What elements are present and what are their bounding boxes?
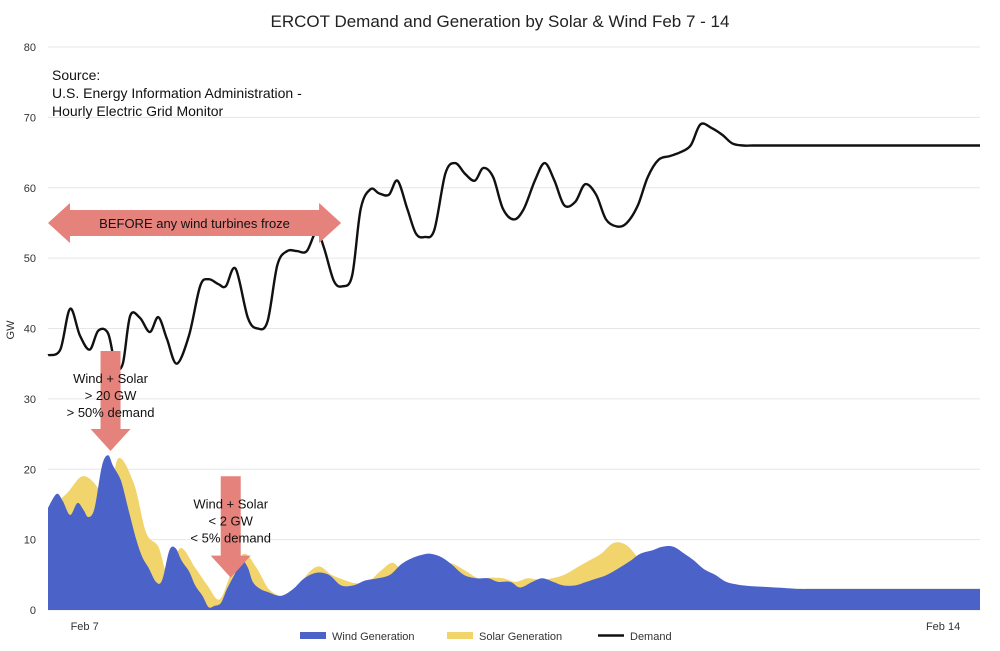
annotation-text-line: > 20 GW: [85, 388, 137, 403]
annotation-text-line: Wind + Solar: [73, 371, 148, 386]
y-axis-label: GW: [5, 320, 17, 340]
source-note: Source: U.S. Energy Information Administ…: [52, 67, 302, 119]
area-series: [48, 455, 980, 610]
y-tick-label: 50: [24, 253, 36, 265]
y-tick-label: 30: [24, 394, 36, 406]
legend-label: Wind Generation: [332, 631, 415, 643]
down-arrow: [90, 351, 131, 451]
y-tick-label: 20: [24, 464, 36, 476]
annotation-text-line: < 5% demand: [190, 530, 271, 545]
y-tick-label: 70: [24, 112, 36, 124]
y-tick-label: 0: [30, 605, 36, 617]
y-tick-label: 80: [24, 42, 36, 54]
source-line-1: Source:: [52, 67, 100, 83]
y-tick-label: 60: [24, 183, 36, 195]
legend: Wind Generation Solar Generation Demand: [300, 631, 672, 643]
annotation-text-line: < 2 GW: [209, 513, 254, 528]
y-tick-label: 10: [24, 535, 36, 547]
x-tick-label: Feb 14: [926, 621, 960, 633]
source-line-3: Hourly Electric Grid Monitor: [52, 103, 223, 119]
legend-label: Solar Generation: [479, 631, 562, 643]
y-tick-labels: 0 10 20 30 40 50 60 70 80: [24, 42, 36, 617]
source-line-2: U.S. Energy Information Administration -: [52, 85, 302, 101]
y-tick-label: 40: [24, 324, 36, 336]
annotations: BEFORE any wind turbines froze Wind + Sol…: [48, 202, 342, 578]
annotation-before-freeze: BEFORE any wind turbines froze: [99, 216, 290, 231]
x-tick-label: Feb 7: [71, 621, 99, 633]
legend-swatch: [300, 632, 326, 639]
annotation-text-line: > 50% demand: [67, 405, 155, 420]
legend-label: Demand: [630, 631, 672, 643]
chart-title: ERCOT Demand and Generation by Solar & W…: [271, 12, 730, 31]
double-arrow: [48, 202, 342, 243]
down-arrow: [210, 476, 251, 578]
annotation-text-line: Wind + Solar: [193, 496, 268, 511]
demand-line: [47, 122, 980, 371]
line-series: [47, 122, 980, 371]
legend-swatch: [447, 632, 473, 639]
gridlines: [48, 46, 980, 611]
x-tick-labels: Feb 7 Feb 14: [71, 621, 961, 633]
wind-generation-area: [48, 455, 980, 610]
